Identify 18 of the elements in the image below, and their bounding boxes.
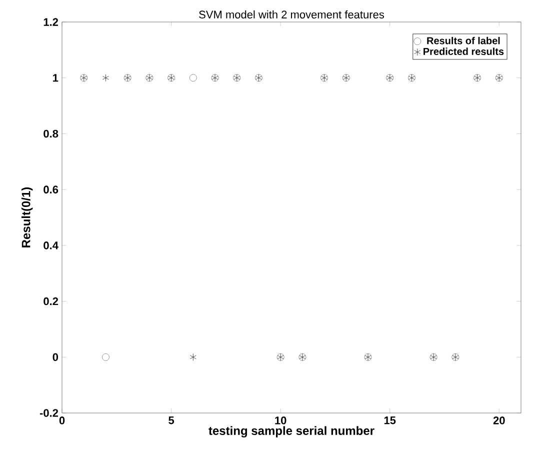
x-tick-label: 0 — [59, 416, 65, 424]
y-tick-label: -0.2 — [40, 409, 58, 417]
x-axis-title: testing sample serial number — [208, 426, 374, 438]
chart-title: SVM model with 2 movement features — [199, 10, 384, 18]
x-tick-label: 20 — [493, 416, 505, 424]
y-axis-title: Result(0/1) — [21, 187, 33, 248]
x-tick-label: 5 — [168, 416, 174, 424]
y-tick-label: 0.6 — [44, 186, 58, 194]
legend-label: Results of label — [427, 36, 500, 44]
y-tick-label: 0.8 — [44, 130, 58, 138]
y-tick-label: 0 — [52, 353, 58, 362]
y-tick-label: 0.4 — [44, 242, 58, 250]
legend-label: Predicted results — [424, 48, 504, 56]
x-tick-label: 10 — [275, 416, 286, 424]
x-tick-label: 15 — [384, 416, 396, 424]
y-tick-label: 0.2 — [44, 297, 58, 306]
y-tick-label: 1.2 — [44, 18, 58, 26]
y-tick-label: 1 — [53, 74, 58, 82]
